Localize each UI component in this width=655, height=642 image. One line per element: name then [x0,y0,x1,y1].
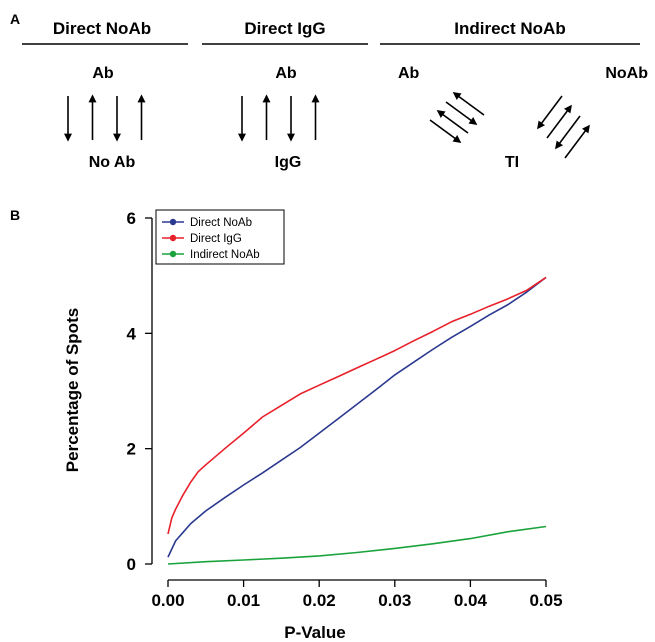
x-tick-label: 0.03 [378,591,411,610]
group-direct-noab: Direct NoAb Ab No Ab [22,19,188,171]
x-tick-label: 0.05 [529,591,562,610]
group-left-label: Ab [398,65,420,82]
legend-swatch-marker [169,250,177,258]
series-line-direct-noab [167,276,547,558]
arrow-down-left [555,115,581,150]
x-tick-label: 0.02 [303,591,336,610]
axes: 0.00 0.01 0.02 0.03 0.04 0.05 0 2 4 6 [127,209,563,610]
series-line-indirect-noab [167,525,547,565]
group-bottom-label: No Ab [89,154,136,171]
group-title: Indirect NoAb [454,19,565,38]
arrow-down-right [429,119,462,143]
series-line-direct-igg [167,276,547,535]
x-tick-label: 0.01 [227,591,260,610]
legend-box [155,209,285,265]
group-title: Direct NoAb [53,19,151,38]
group-title: Direct IgG [244,19,325,38]
arrow-up-left [452,92,485,116]
legend: Direct NoAb Direct IgG Indirect NoAb [155,209,285,265]
arrow-down-right [445,101,478,125]
y-tick-label: 4 [127,324,137,343]
arrow-set [238,94,320,142]
arrow-set [429,92,590,159]
arrow-down-left [537,95,563,130]
legend-entry: Direct IgG [190,233,242,245]
x-axis-label: P-Value [284,623,345,642]
group-bottom-label: TI [505,154,519,171]
x-tick-label: 0.00 [151,591,184,610]
legend-entry: Direct NoAb [190,217,252,229]
y-axis-label: Percentage of Spots [63,308,82,472]
group-right-label: NoAb [605,65,648,82]
panel-b-label: B [10,207,20,223]
group-top-label: Ab [275,65,297,82]
y-tick-label: 6 [127,209,136,228]
line-chart: 0.00 0.01 0.02 0.03 0.04 0.05 0 2 4 6 Direct NoAb… [63,209,563,642]
arrow-set [64,94,146,142]
group-indirect-noab: Indirect NoAb Ab NoAb TI [380,19,648,171]
y-tick-label: 2 [127,440,136,459]
legend-swatch-marker [169,234,177,242]
arrow-up-left [436,110,469,134]
arrow-up-right [564,124,590,159]
group-top-label: Ab [92,65,114,82]
legend-swatch-marker [169,218,177,226]
panel-a-label: A [10,11,20,27]
group-bottom-label: IgG [275,154,302,171]
x-tick-label: 0.04 [454,591,488,610]
y-tick-label: 0 [127,555,136,574]
group-direct-igg: Direct IgG Ab IgG [202,19,368,171]
arrow-up-right [546,104,572,139]
series-lines [167,276,547,565]
legend-entry: Indirect NoAb [190,249,260,261]
